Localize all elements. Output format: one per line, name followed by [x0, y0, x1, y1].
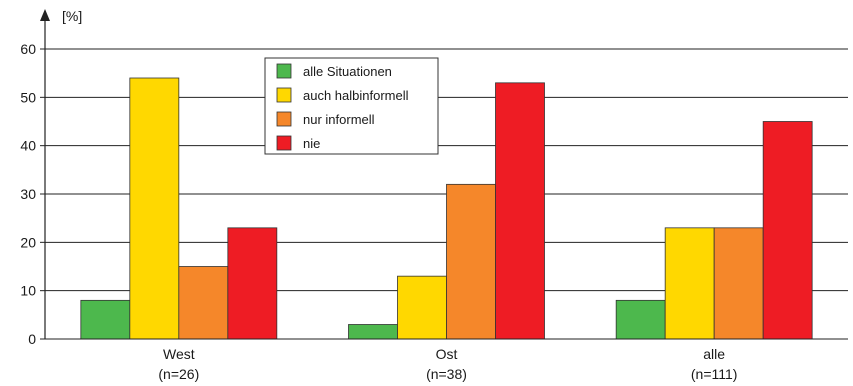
x-category-label: West: [163, 346, 195, 362]
y-tick-label: 20: [20, 234, 36, 250]
bar: [349, 325, 398, 340]
bar: [665, 228, 714, 339]
bar: [763, 122, 812, 340]
bar: [179, 267, 228, 340]
bar: [447, 184, 496, 339]
y-axis-unit-label: [%]: [62, 8, 82, 24]
bar: [616, 300, 665, 339]
bar: [228, 228, 277, 339]
bar: [398, 276, 447, 339]
y-tick-label: 40: [20, 138, 36, 154]
legend-label: alle Situationen: [303, 64, 392, 79]
legend-label: auch halbinformell: [303, 88, 409, 103]
x-category-sample-size: (n=111): [691, 366, 738, 382]
y-tick-label: 0: [28, 331, 36, 347]
legend: alle Situationen auch halbinformell nur in…: [265, 58, 438, 154]
bar: [496, 83, 545, 339]
x-category-sample-size: (n=38): [426, 366, 467, 382]
legend-label: nie: [303, 136, 320, 151]
y-tick-label: 10: [20, 283, 36, 299]
bars: [81, 78, 812, 339]
legend-swatch: [277, 112, 291, 126]
x-category-label: Ost: [436, 346, 458, 362]
x-category-sample-size: (n=26): [158, 366, 199, 382]
y-tick-labels: 0 10 20 30 40 50 60: [20, 41, 36, 347]
bar: [130, 78, 179, 339]
y-tick-label: 50: [20, 89, 36, 105]
legend-label: nur informell: [303, 112, 375, 127]
legend-swatch: [277, 64, 291, 78]
bar: [81, 300, 130, 339]
y-tick-label: 30: [20, 186, 36, 202]
bar: [714, 228, 763, 339]
x-category-labels: West (n=26) Ost (n=38) alle (n=111): [158, 346, 737, 382]
y-axis-arrow-icon: [40, 9, 50, 21]
x-category-label: alle: [703, 346, 725, 362]
legend-swatch: [277, 88, 291, 102]
legend-swatch: [277, 136, 291, 150]
y-tick-label: 60: [20, 41, 36, 57]
